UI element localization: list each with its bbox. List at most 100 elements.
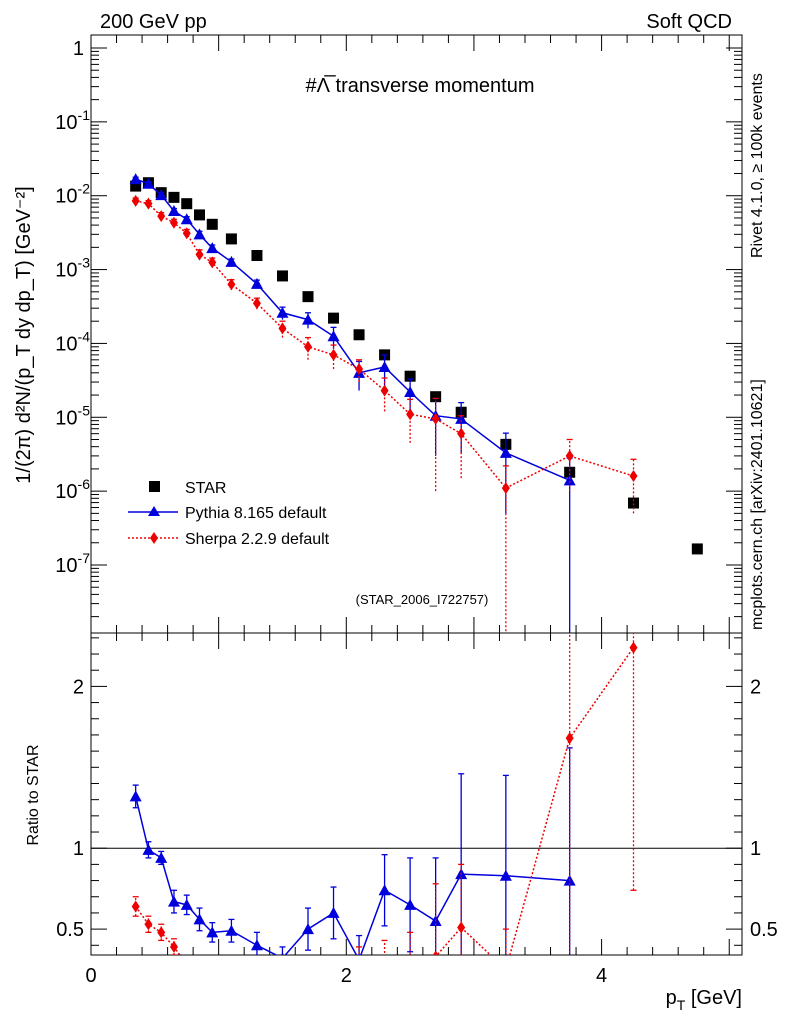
sherpa-data-point: [406, 408, 415, 421]
sherpa-ratio-point: [502, 964, 510, 976]
sherpa-ratio-line: [135, 647, 635, 955]
ratio-y-tick-label-right: 0.5: [750, 919, 778, 941]
star-data-point: [194, 209, 205, 221]
sherpa-ratio-point: [565, 732, 574, 745]
sherpa-data-point: [304, 340, 312, 353]
star-data-point: [430, 391, 442, 403]
ratio-y-tick-label: 1: [73, 838, 84, 860]
x-tick-label: 0: [85, 965, 96, 987]
sherpa-ratio-point: [253, 972, 261, 984]
legend-sherpa-label: Sherpa 2.2.9 default: [185, 531, 330, 548]
pythia-data-point: [499, 446, 512, 458]
main-clip-group: [129, 173, 703, 633]
pythia-data-point: [180, 213, 193, 225]
y-axis-label: 1/(2π) d²N/(p_T dy dp_T) [GeV⁻²]: [13, 186, 35, 483]
legend-entry-star: STAR: [149, 480, 226, 497]
pythia-data-point: [378, 360, 391, 372]
sherpa-data-point: [329, 348, 338, 361]
header-left-label: 200 GeV pp: [100, 11, 207, 33]
pythia-data-point: [455, 412, 468, 424]
sherpa-data-point: [131, 194, 140, 207]
ratio-plot-frame: [90, 632, 743, 956]
analysis-id-label: (STAR_2006_I722757): [356, 592, 489, 607]
ratio-y-axis-label: Ratio to STAR: [25, 744, 42, 845]
star-data-point: [225, 233, 237, 245]
pythia-data-point: [250, 277, 263, 289]
sherpa-data-point: [195, 248, 204, 261]
pythia-ratio-point: [499, 869, 512, 881]
pythia-ratio-point: [142, 843, 155, 855]
sherpa-ratio-point: [406, 955, 414, 967]
pythia-data-point: [142, 177, 155, 189]
pythia-ratio-point: [302, 923, 314, 935]
sherpa-ratio-point: [432, 950, 439, 955]
legend-pythia-label: Pythia 8.165 default: [185, 505, 327, 522]
star-data-point: [302, 291, 314, 303]
pythia-data-point: [167, 205, 180, 217]
pythia-data-point: [302, 313, 314, 325]
star-data-point: [251, 250, 263, 262]
pythia-ratio-point: [225, 924, 238, 936]
pythia-data-point: [404, 385, 417, 397]
sherpa-ratio-point: [381, 959, 389, 971]
sherpa-data-point: [457, 427, 466, 440]
pythia-data-point: [155, 189, 168, 201]
sherpa-ratio-point: [278, 975, 286, 987]
sherpa-ratio-point: [629, 641, 638, 654]
sherpa-ratio-point: [157, 926, 166, 939]
ratio-plot-panel: Ratio to STAR 0 2 4 0.5 0.5 1 1 2 2: [25, 632, 778, 987]
pythia-ratio-point: [155, 851, 168, 863]
pythia-ratio-point: [129, 790, 142, 802]
sherpa-data-point: [182, 227, 191, 240]
legend-entry-sherpa: Sherpa 2.2.9 default: [128, 531, 330, 548]
source-label: mcplots.cern.ch [arXiv:2401.10621]: [749, 379, 766, 630]
ratio-y-tick-label-right: 2: [750, 676, 761, 698]
sherpa-ratio-point: [330, 968, 338, 980]
pythia-ratio-point: [250, 939, 263, 951]
star-data-point: [353, 329, 365, 341]
sherpa-ratio-point: [169, 940, 178, 953]
star-data-point: [328, 312, 340, 324]
sherpa-data-point: [144, 197, 153, 210]
ratio-y-tick-label-right: 1: [750, 838, 761, 860]
star-data-point: [206, 218, 218, 230]
star-data-point: [168, 191, 180, 203]
sherpa-data-point: [501, 482, 510, 495]
pythia-data-point: [327, 330, 340, 342]
y-tick-label: 10-2: [55, 181, 90, 208]
star-data-point: [181, 198, 193, 210]
y-tick-label: 10-4: [55, 328, 90, 355]
sherpa-ratio-point: [304, 972, 312, 984]
pythia-ratio-point: [206, 926, 219, 938]
star-data-point: [130, 180, 142, 192]
x-tick-label: 2: [341, 965, 352, 987]
ratio-y-tick-label: 2: [73, 676, 84, 698]
sherpa-data-point: [169, 216, 178, 229]
legend-star-marker: [149, 481, 160, 492]
pythia-data-point: [129, 173, 142, 185]
y-tick-label: 1: [73, 38, 84, 60]
sherpa-ratio-point: [208, 960, 216, 972]
sherpa-ratio-point: [183, 959, 191, 971]
sherpa-data-point: [355, 363, 364, 376]
star-data-point: [628, 497, 639, 509]
plot-title: #Λ̅ transverse momentum: [306, 74, 535, 97]
x-tick-label: 4: [596, 965, 607, 987]
sherpa-ratio-point: [196, 964, 204, 976]
y-tick-label: 10-7: [55, 550, 90, 577]
sherpa-data-point: [227, 278, 236, 291]
sherpa-data-point: [629, 470, 638, 483]
pythia-data-point: [206, 242, 219, 254]
y-tick-label: 10-6: [55, 476, 90, 503]
sherpa-ratio-point: [355, 960, 363, 972]
pythia-ratio-point: [280, 952, 284, 955]
legend: STAR Pythia 8.165 default Sherpa 2.2.9 d…: [128, 480, 330, 548]
pythia-ratio-point: [327, 906, 340, 918]
sherpa-ratio-point: [131, 900, 140, 913]
y-tick-label: 10-5: [55, 402, 90, 429]
sherpa-ratio-point: [457, 921, 466, 934]
pythia-ratio-point: [358, 953, 360, 955]
ratio-clip-group: [129, 633, 638, 987]
x-axis-label: pT [GeV]: [666, 987, 742, 1013]
pythia-data-point: [276, 306, 289, 318]
